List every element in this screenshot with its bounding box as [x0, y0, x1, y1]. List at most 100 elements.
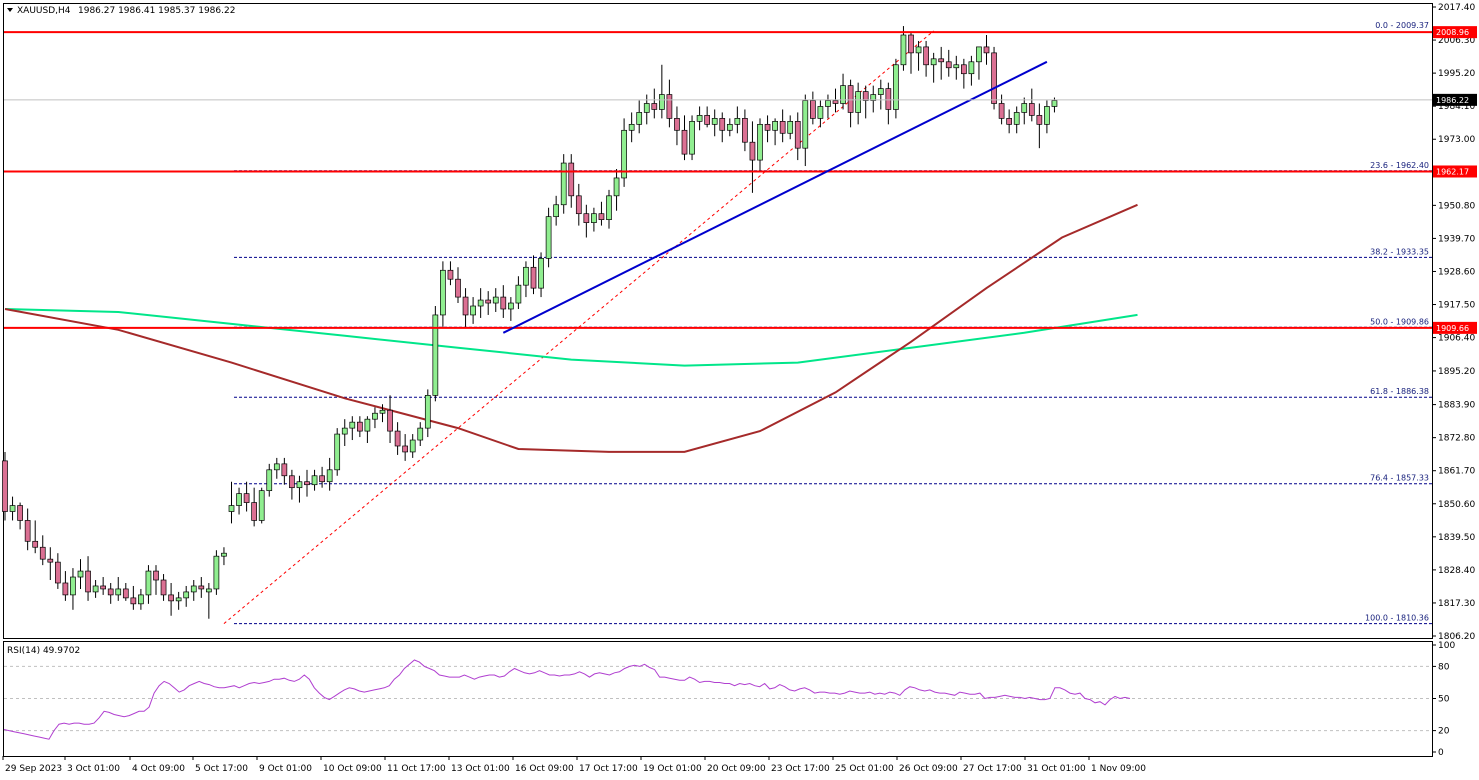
candle-body	[658, 94, 665, 110]
candle-body	[953, 64, 960, 69]
candle-body	[621, 129, 627, 179]
candle-body	[742, 118, 748, 143]
candle-body	[424, 395, 431, 429]
candle-body	[387, 409, 393, 432]
time-tick-label: 20 Oct 09:00	[707, 764, 766, 774]
candle-body	[24, 520, 31, 542]
candle-body	[2, 460, 8, 512]
candle-body	[341, 427, 348, 435]
candle-body	[545, 216, 552, 259]
candle-body	[674, 118, 680, 131]
candle-body	[296, 481, 303, 489]
price-tick-label: 1828.40	[1438, 566, 1475, 576]
candle-body	[168, 594, 174, 602]
trendline	[502, 60, 1048, 334]
time-tick-label: 9 Oct 01:00	[259, 764, 312, 774]
candle-body	[968, 61, 975, 75]
candle-body	[945, 61, 952, 69]
time-tick-label: 5 Oct 17:00	[195, 764, 248, 774]
candle-body	[462, 296, 469, 316]
candle-body	[976, 46, 982, 63]
candles	[2, 26, 1058, 619]
drawn-lines[interactable]	[4, 31, 1432, 334]
fib-level-label: 0.0 - 2009.37	[1375, 21, 1429, 30]
candle-body	[9, 505, 16, 512]
price-box	[1433, 93, 1477, 106]
candle-body	[1006, 118, 1013, 125]
candle-body	[689, 121, 695, 155]
candle-body	[538, 258, 544, 289]
candle-body	[54, 561, 61, 584]
candle-body	[575, 195, 582, 215]
candle-body	[568, 162, 575, 197]
rsi-tick-label: 50	[1438, 695, 1450, 705]
ma-slow-line	[4, 308, 1138, 367]
candle-body	[17, 505, 23, 521]
time-tick-label: 26 Oct 09:00	[899, 764, 958, 774]
fib-level-label: 76.4 - 1857.33	[1370, 474, 1429, 483]
candle-body	[666, 94, 673, 119]
time-tick-label: 1 Nov 09:00	[1091, 764, 1146, 774]
candle-body	[402, 445, 408, 453]
price-tick-label: 1850.60	[1438, 500, 1475, 510]
time-tick-label: 16 Oct 09:00	[515, 764, 574, 774]
time-tick-label: 31 Oct 01:00	[1027, 764, 1086, 774]
candle-body	[1044, 106, 1050, 125]
candle-body	[560, 162, 567, 206]
candle-body	[221, 552, 227, 557]
candle-body	[885, 88, 892, 110]
candle-body	[122, 588, 129, 599]
price-tick-label: 1895.20	[1438, 367, 1475, 377]
candle-body	[530, 266, 537, 289]
time-tick-label: 23 Oct 17:00	[771, 764, 830, 774]
time-tick-label: 17 Oct 17:00	[579, 764, 638, 774]
price-box-label: 1909.66	[1436, 324, 1469, 333]
symbol-dropdown-icon[interactable]	[7, 8, 13, 12]
rsi-tick-label: 0	[1438, 748, 1444, 758]
price-tick-label: 1906.40	[1438, 334, 1475, 344]
candle-body	[492, 296, 499, 304]
candle-body	[455, 278, 461, 298]
price-boxes: 2008.96 1986.22 1962.17 1909.66	[1433, 26, 1477, 334]
candle-body	[62, 582, 69, 596]
fib-level-label: 38.2 - 1933.35	[1370, 247, 1429, 256]
time-tick-label: 19 Oct 01:00	[643, 764, 702, 774]
candle-body	[1028, 103, 1035, 116]
candle-body	[160, 579, 167, 596]
candle-body	[304, 481, 310, 486]
candle-body	[711, 118, 718, 125]
candle-body	[281, 463, 288, 477]
candle-body	[273, 463, 280, 471]
candle-body	[153, 570, 159, 581]
candle-body	[138, 594, 144, 605]
time-tick-label: 3 Oct 01:00	[67, 764, 120, 774]
candle-body	[923, 46, 929, 66]
time-tick-label: 13 Oct 01:00	[451, 764, 510, 774]
candle-body	[372, 412, 378, 420]
candle-body	[228, 505, 235, 512]
candle-body	[258, 490, 265, 521]
time-tick-label: 4 Oct 09:00	[132, 764, 185, 774]
candle-body	[47, 558, 54, 563]
candle-body	[470, 305, 476, 316]
rsi-indicator: 100 80 50 20 0	[3, 641, 1455, 758]
candle-body	[1021, 103, 1028, 113]
candle-body	[930, 58, 937, 66]
candle-body	[643, 103, 650, 113]
candle-body	[115, 588, 122, 596]
price-tick-label: 1806.20	[1438, 632, 1475, 642]
price-tick-label: 1973.00	[1438, 135, 1475, 145]
price-box	[1433, 321, 1477, 334]
candle-body	[432, 314, 439, 396]
candle-body	[991, 52, 997, 104]
main-chart-frame	[3, 3, 1433, 639]
symbol-label: XAUUSD,H4	[17, 6, 71, 16]
candle-body	[681, 129, 688, 155]
price-tick-label: 1995.20	[1438, 69, 1475, 79]
ohlc-values: 1986.27 1986.41 1985.37 1986.22	[78, 6, 235, 16]
candle-body	[651, 103, 658, 110]
candle-body	[266, 469, 273, 492]
candle-body	[847, 85, 854, 113]
candle-body	[145, 570, 152, 596]
